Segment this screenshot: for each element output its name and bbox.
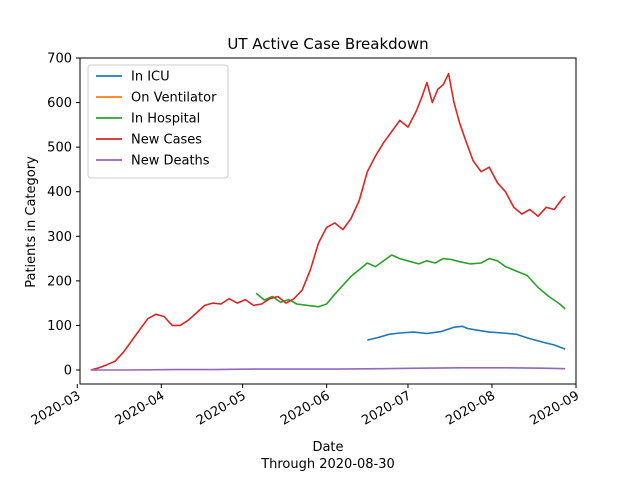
series-line-in-icu	[367, 325, 566, 350]
legend-entry: On Ventilator	[131, 91, 217, 106]
y-tick-label: 700	[47, 52, 72, 67]
y-tick-label: 0	[64, 364, 72, 379]
y-tick-label: 200	[47, 274, 72, 289]
series-lines	[90, 72, 566, 371]
series-line-new-cases	[90, 72, 566, 371]
x-axis-label: Date	[312, 440, 343, 455]
y-tick-label: 400	[47, 185, 72, 200]
legend-entry: In Hospital	[131, 112, 200, 127]
legend-entry: New Deaths	[131, 154, 210, 169]
chart-title: UT Active Case Breakdown	[227, 35, 428, 53]
plot-area	[79, 57, 577, 385]
y-axis-label: Patients in Category	[24, 156, 39, 288]
series-line-new-deaths	[90, 366, 566, 371]
legend-box	[87, 64, 229, 179]
y-tick-label: 100	[47, 319, 72, 334]
legend-entry: New Cases	[131, 133, 202, 148]
legend-entry: In ICU	[131, 70, 170, 85]
plot-frame	[79, 57, 577, 385]
series-line-in-hospital	[255, 254, 566, 310]
y-tick-label: 500	[47, 141, 72, 156]
legend: In ICU On Ventilator In Hospital New Cases N…	[87, 64, 229, 179]
y-axis: 0 100 200 300 400 500 600 700	[47, 52, 80, 379]
x-axis-sublabel: Through 2020-08-30	[260, 457, 395, 472]
y-tick-label: 300	[47, 230, 72, 245]
y-tick-label: 600	[47, 96, 72, 111]
